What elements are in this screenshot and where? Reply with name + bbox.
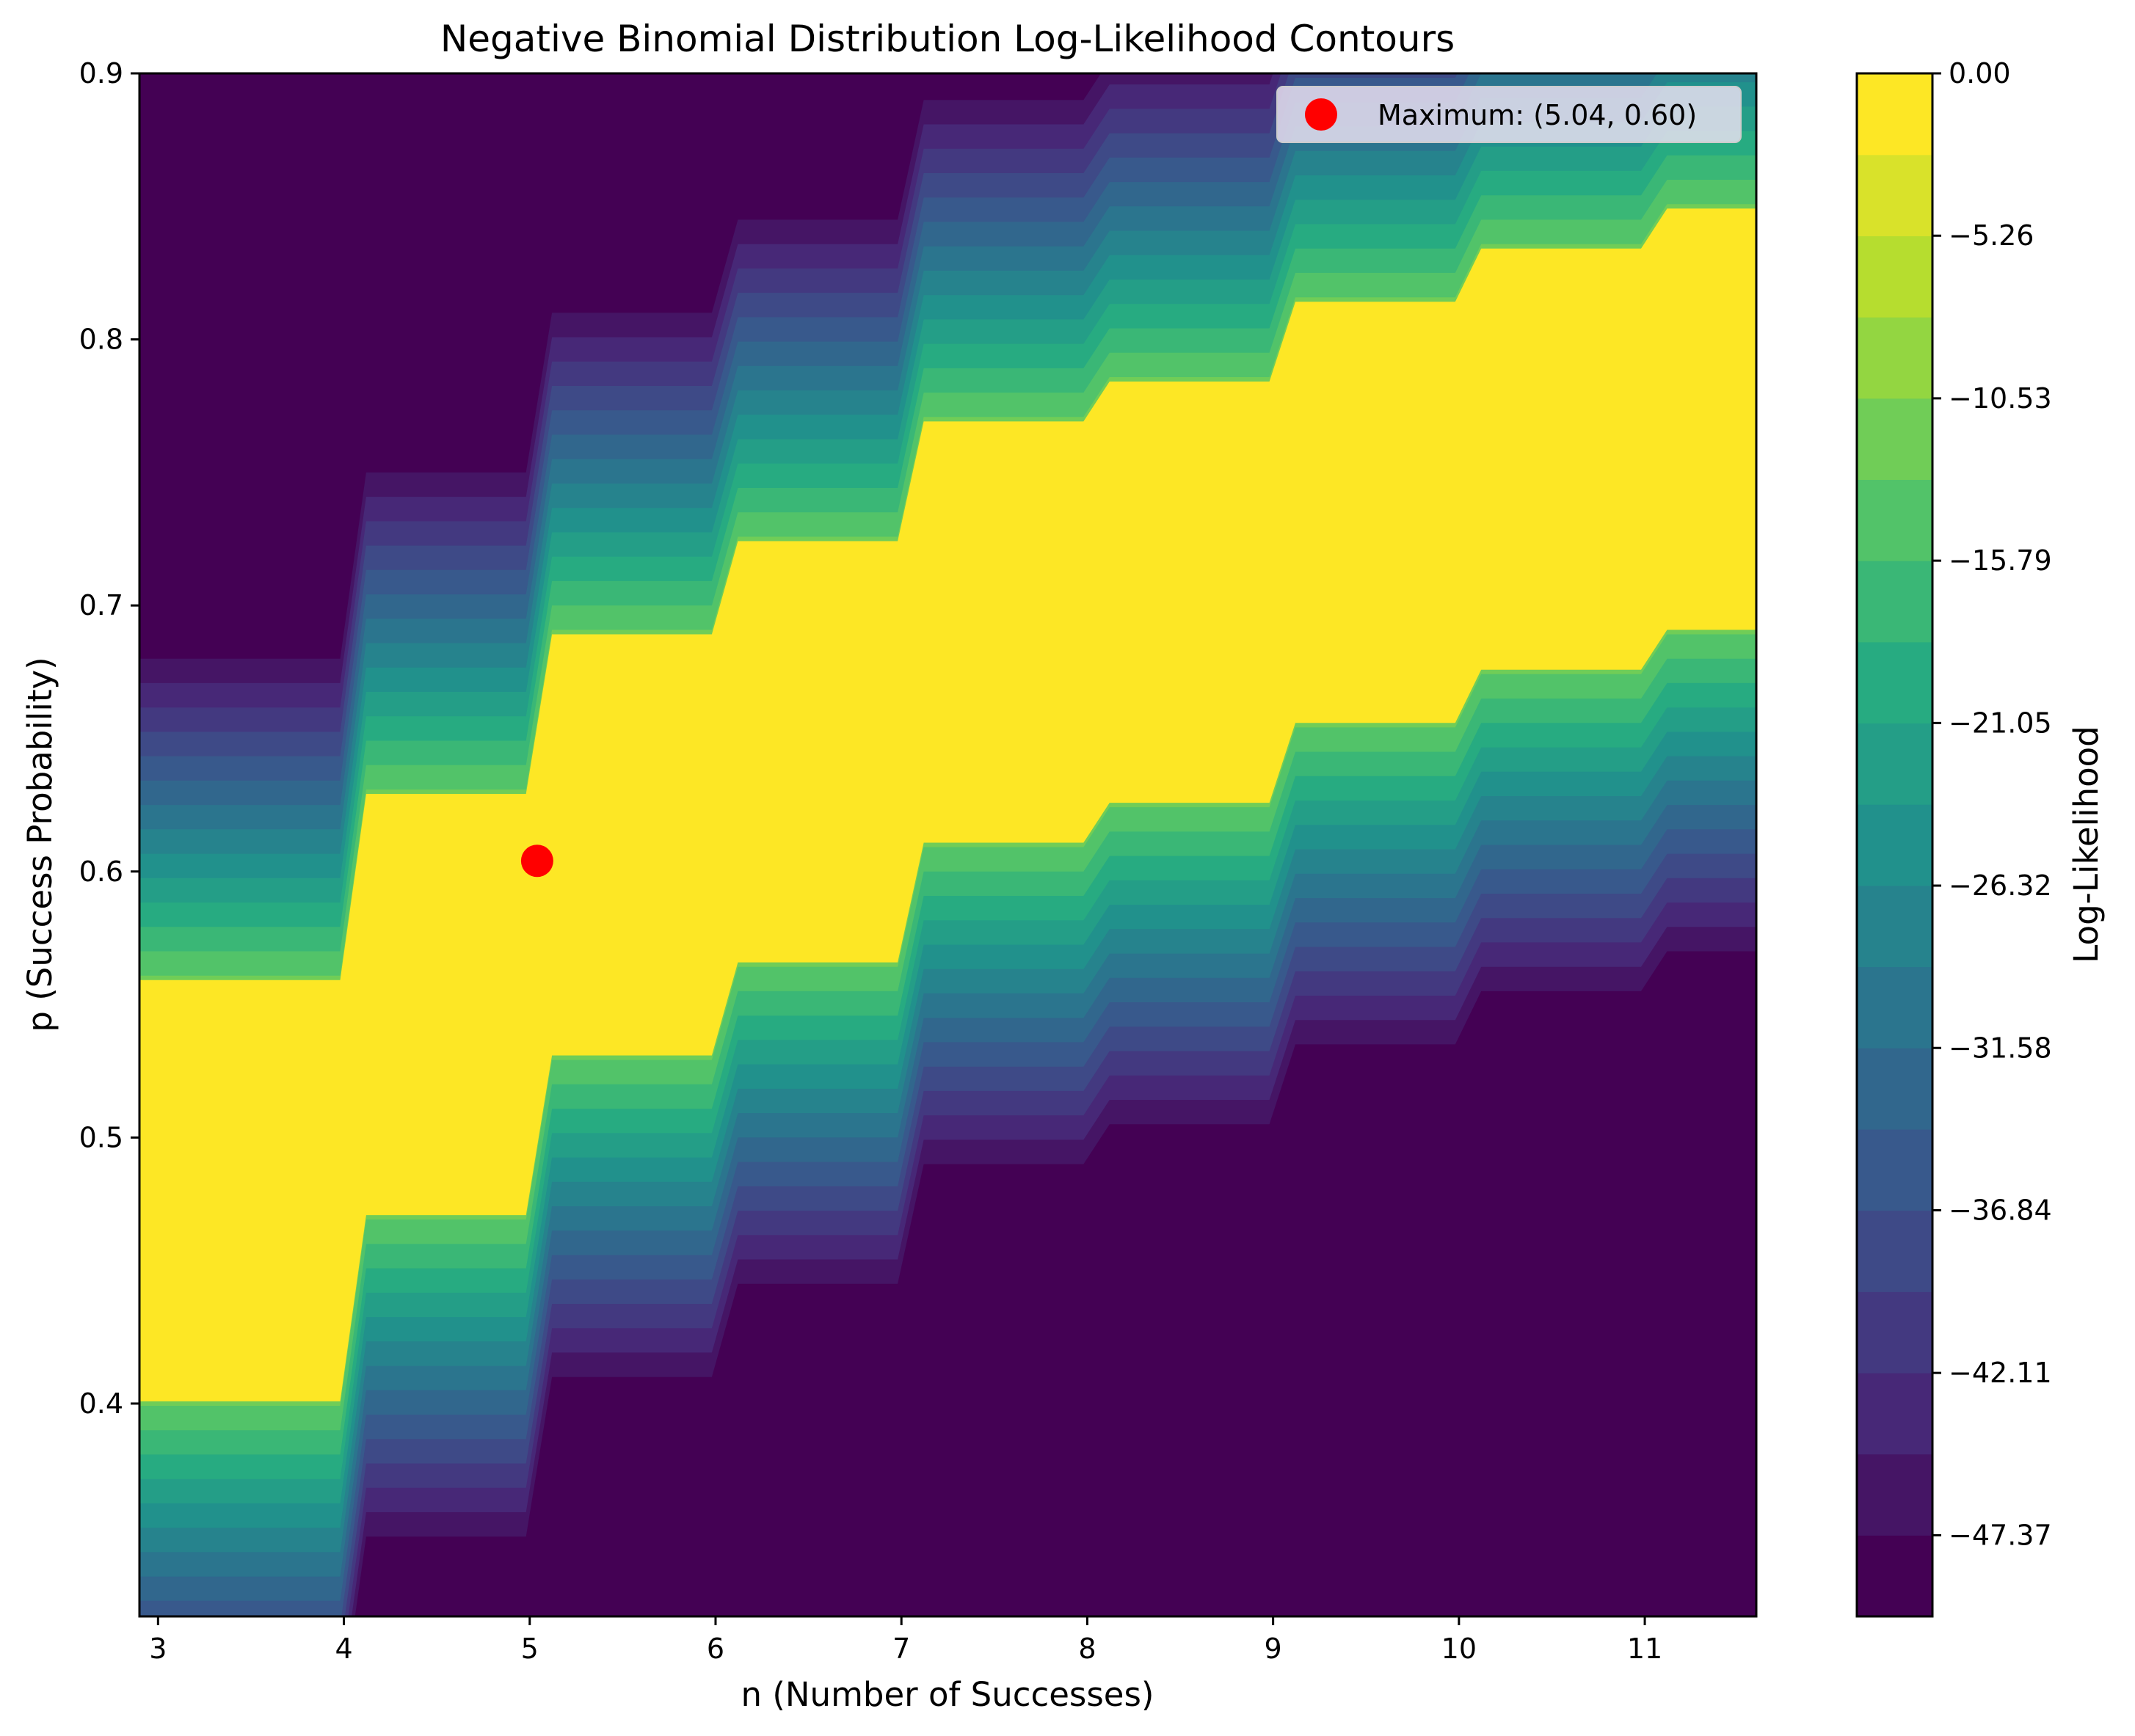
x-tick-label: 9 bbox=[1265, 1633, 1282, 1665]
x-tick-label: 11 bbox=[1627, 1633, 1662, 1665]
x-tick-label: 6 bbox=[707, 1633, 724, 1665]
legend: Maximum: (5.04, 0.60) bbox=[1276, 86, 1742, 143]
y-tick-label: 0.7 bbox=[79, 589, 123, 621]
y-tick-label: 0.8 bbox=[79, 324, 123, 356]
plot-frame bbox=[138, 72, 1758, 1618]
x-tick-label: 5 bbox=[521, 1633, 539, 1665]
colorbar-tick-label: −21.05 bbox=[1949, 707, 2052, 739]
y-tick-label: 0.6 bbox=[79, 856, 123, 888]
x-axis-ticks: 3 4 5 6 7 8 9 10 11 bbox=[149, 1616, 1662, 1665]
colorbar-band bbox=[1857, 723, 1932, 805]
plot-area: 3 4 5 6 7 8 9 10 11 0.4 0.5 0.6 0.7 0.8 0.9 bbox=[79, 57, 1758, 1665]
x-axis-label: n (Number of Successes) bbox=[741, 1675, 1154, 1714]
colorbar: 0.00 −5.26 −10.53 −15.79 −21.05 −26.32 −31.58 −… bbox=[1855, 57, 2106, 1618]
colorbar-ticks: 0.00 −5.26 −10.53 −15.79 −21.05 −26.32 −31.58 −… bbox=[1932, 57, 2052, 1551]
legend-marker bbox=[1305, 98, 1337, 131]
colorbar-band bbox=[1857, 317, 1932, 399]
colorbar-band bbox=[1857, 1210, 1932, 1292]
colorbar-label: Log-Likelihood bbox=[2067, 726, 2106, 963]
colorbar-band bbox=[1857, 398, 1932, 481]
chart-title: Negative Binomial Distribution Log-Likel… bbox=[440, 18, 1455, 60]
colorbar-band bbox=[1857, 154, 1932, 236]
y-axis-ticks: 0.4 0.5 0.6 0.7 0.8 0.9 bbox=[79, 57, 139, 1420]
colorbar-tick-label: −5.26 bbox=[1949, 219, 2034, 252]
colorbar-band bbox=[1857, 1128, 1932, 1211]
colorbar-band bbox=[1857, 804, 1932, 886]
x-tick-label: 8 bbox=[1078, 1633, 1096, 1665]
colorbar-band bbox=[1857, 73, 1932, 156]
colorbar-band bbox=[1857, 1048, 1932, 1130]
colorbar-band bbox=[1857, 1454, 1932, 1536]
colorbar-tick-label: −26.32 bbox=[1949, 869, 2052, 902]
legend-box bbox=[1276, 86, 1742, 143]
colorbar-band bbox=[1857, 236, 1932, 318]
colorbar-band bbox=[1857, 641, 1932, 724]
colorbar-tick-label: −47.37 bbox=[1949, 1519, 2052, 1551]
colorbar-band bbox=[1857, 1372, 1932, 1455]
colorbar-tick-label: −31.58 bbox=[1949, 1032, 2052, 1064]
x-tick-label: 3 bbox=[149, 1633, 167, 1665]
legend-label: Maximum: (5.04, 0.60) bbox=[1378, 99, 1697, 131]
colorbar-frame bbox=[1855, 72, 1934, 1618]
colorbar-tick-label: −36.84 bbox=[1949, 1194, 2052, 1226]
x-tick-label: 4 bbox=[335, 1633, 352, 1665]
contour-band bbox=[139, 208, 1756, 1401]
colorbar-bands bbox=[1857, 73, 1932, 1617]
y-tick-label: 0.5 bbox=[79, 1121, 123, 1153]
colorbar-band bbox=[1857, 885, 1932, 968]
maximum-point-marker bbox=[520, 845, 553, 878]
colorbar-tick-label: −42.11 bbox=[1949, 1357, 2052, 1389]
y-tick-label: 0.4 bbox=[79, 1387, 123, 1420]
colorbar-tick-label: −10.53 bbox=[1949, 382, 2052, 415]
colorbar-band bbox=[1857, 561, 1932, 643]
y-axis-label: p (Success Probability) bbox=[21, 657, 59, 1032]
x-tick-label: 10 bbox=[1441, 1633, 1477, 1665]
contour-bands bbox=[139, 73, 1756, 1616]
colorbar-band bbox=[1857, 1291, 1932, 1374]
x-tick-label: 7 bbox=[892, 1633, 910, 1665]
colorbar-band bbox=[1857, 1535, 1932, 1617]
colorbar-band bbox=[1857, 966, 1932, 1048]
colorbar-tick-label: 0.00 bbox=[1949, 57, 2011, 90]
colorbar-tick-label: −15.79 bbox=[1949, 544, 2052, 577]
y-tick-label: 0.9 bbox=[79, 57, 123, 90]
colorbar-band bbox=[1857, 479, 1932, 561]
